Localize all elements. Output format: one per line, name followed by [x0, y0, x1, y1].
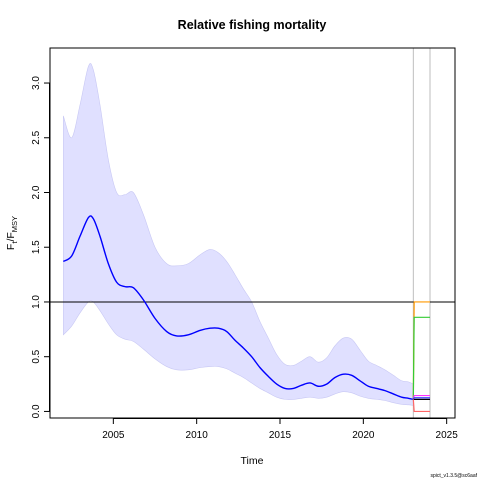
scenario-line-orange	[412, 301, 430, 400]
y-axis-label-sub2: MSY	[10, 216, 19, 232]
y-tick-label-4: 2.0	[31, 185, 42, 199]
y-tick-label-1: 0.5	[31, 349, 42, 363]
y-axis-label-sub1: t	[10, 241, 19, 244]
y-tick-label-6: 3.0	[31, 76, 42, 90]
x-axis: 2005 2010 2015 2020 2025	[102, 418, 458, 441]
y-axis: 0.0 0.5 1.0 1.5 2.0 2.5 3.0	[31, 76, 50, 418]
y-axis-label-slash: /F	[5, 232, 17, 241]
x-tick-label-2005: 2005	[102, 430, 125, 441]
plot-area	[50, 48, 455, 418]
estimate-line	[62, 215, 414, 401]
confidence-band	[63, 63, 414, 406]
y-tick-label-2: 1.0	[31, 295, 42, 309]
x-axis-label: Time	[241, 455, 264, 467]
y-axis-label: Ft/FMSY	[5, 216, 19, 250]
x-tick-label-2015: 2015	[269, 430, 292, 441]
y-tick-label-3: 1.5	[31, 240, 42, 254]
x-tick-label-2020: 2020	[352, 430, 375, 441]
chart-title: Relative fishing mortality	[178, 18, 327, 32]
x-tick-label-2025: 2025	[436, 430, 459, 441]
x-tick-label-2010: 2010	[186, 430, 209, 441]
y-axis-label-main: F	[5, 244, 17, 250]
scenario-line-red	[412, 399, 430, 413]
credit-text: spict_v1.3.5@sc6aaf	[431, 473, 478, 479]
y-tick-label-5: 2.5	[31, 130, 42, 144]
scenario-line-green	[412, 316, 430, 400]
svg-text:Ft/FMSY: Ft/FMSY	[5, 216, 19, 250]
y-tick-label-0: 0.0	[31, 404, 42, 418]
